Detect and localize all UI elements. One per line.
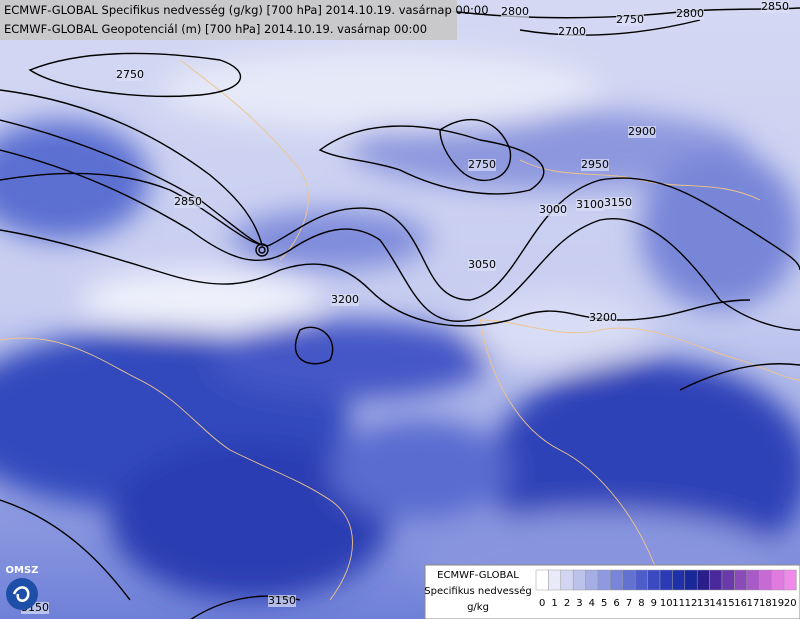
scale-label: 3: [576, 598, 582, 609]
contour-label-bg: [268, 595, 296, 607]
contour-label-bg: [501, 6, 529, 18]
scale-swatch: [560, 569, 574, 591]
scale-label: 17: [747, 598, 760, 609]
contour-label-bg: [616, 14, 644, 26]
contour-label: 2750: [616, 13, 644, 26]
scale-swatch: [647, 569, 661, 591]
scale-label: 9: [651, 598, 657, 609]
contour-label-bg: [174, 196, 202, 208]
logo-mark: [6, 578, 38, 610]
contour-label-bg: [576, 199, 604, 211]
contour-label: 3150: [604, 196, 632, 209]
contour-label-bg: [558, 26, 586, 38]
scale-label: 10: [660, 598, 673, 609]
contour-label-bg: [116, 69, 144, 81]
contour-label-bg: [331, 294, 359, 306]
scale-label: 0: [539, 598, 545, 609]
contour-label-bg: [761, 1, 789, 13]
scale-label: 15: [722, 598, 735, 609]
scale-swatch: [746, 569, 760, 591]
geopotential-contours: [0, 7, 800, 619]
scale-label: 20: [784, 598, 797, 609]
scale-swatch: [734, 569, 748, 591]
scale-label: 18: [759, 598, 772, 609]
contour-label: 3000: [539, 203, 567, 216]
contour-label-bg: [589, 312, 617, 324]
contour-label: 2700: [558, 25, 586, 38]
scale-swatch: [572, 569, 586, 591]
header-box: [0, 0, 457, 40]
contour-label: 2750: [468, 158, 496, 171]
scale-label: 12: [685, 598, 698, 609]
contour-label-bg: [676, 8, 704, 20]
scale-label: 19: [771, 598, 784, 609]
scale-label: 16: [734, 598, 747, 609]
scale-swatch: [684, 569, 698, 591]
contour-label-bg: [604, 197, 632, 209]
contour-label: 2800: [501, 5, 529, 18]
scale-swatch: [659, 569, 673, 591]
scale-swatch: [597, 569, 611, 591]
contour-label-bg: [539, 204, 567, 216]
scale-label: 4: [589, 598, 595, 609]
scale-label: 1: [551, 598, 557, 609]
scale-label: 8: [638, 598, 644, 609]
scale-swatch: [783, 569, 797, 591]
scale-label: 5: [601, 598, 607, 609]
legend-unit: g/kg: [467, 602, 489, 613]
contour-label: 3200: [589, 311, 617, 324]
scale-swatch: [721, 569, 735, 591]
scale-swatch: [548, 569, 562, 591]
scale-swatch: [696, 569, 710, 591]
legend-model: ECMWF-GLOBAL: [437, 570, 519, 581]
scale-label: 6: [613, 598, 619, 609]
scale-swatch: [672, 569, 686, 591]
coastlines: [0, 59, 800, 601]
contour-label: 2750: [116, 68, 144, 81]
scale-swatch: [585, 569, 599, 591]
scale-swatch: [758, 569, 772, 591]
contour-label: 2900: [628, 125, 656, 138]
scale-swatch: [709, 569, 723, 591]
contour-label-bg: [581, 159, 609, 171]
scale-label: 2: [564, 598, 570, 609]
scale-swatch: [535, 569, 549, 591]
contour-label: 3150: [268, 594, 296, 607]
scale-swatch: [622, 569, 636, 591]
logo-text: OMSZ: [6, 565, 39, 576]
header-subtitle: ECMWF-GLOBAL Geopotenciál (m) [700 hPa] …: [4, 22, 427, 36]
scale-label: 11: [672, 598, 685, 609]
scale-swatch: [610, 569, 624, 591]
scale-label: 14: [709, 598, 722, 609]
contour-label-bg: [468, 159, 496, 171]
logo-swirl: [12, 586, 30, 602]
contour-label: 3100: [576, 198, 604, 211]
legend-variable: Specifikus nedvesség: [424, 585, 531, 597]
contour-label: 3200: [331, 293, 359, 306]
contour-label: 2850: [174, 195, 202, 208]
color-scale: 0 1 2 3 4 5 6 7 8 9 10 11 12 13 14 15 16 17 18 19 20: [535, 569, 797, 609]
scale-label: 7: [626, 598, 632, 609]
scale-swatch: [771, 569, 785, 591]
contour-label: 2950: [581, 158, 609, 171]
contour-label: 2850: [761, 0, 789, 13]
contour-label-bg: [468, 259, 496, 271]
scale-swatch: [634, 569, 648, 591]
scale-label: 13: [697, 598, 710, 609]
header-title: ECMWF-GLOBAL Specifikus nedvesség (g/kg)…: [4, 3, 489, 17]
contour-label: 3050: [468, 258, 496, 271]
contour-label: 2800: [676, 7, 704, 20]
contour-label-bg: [628, 126, 656, 138]
